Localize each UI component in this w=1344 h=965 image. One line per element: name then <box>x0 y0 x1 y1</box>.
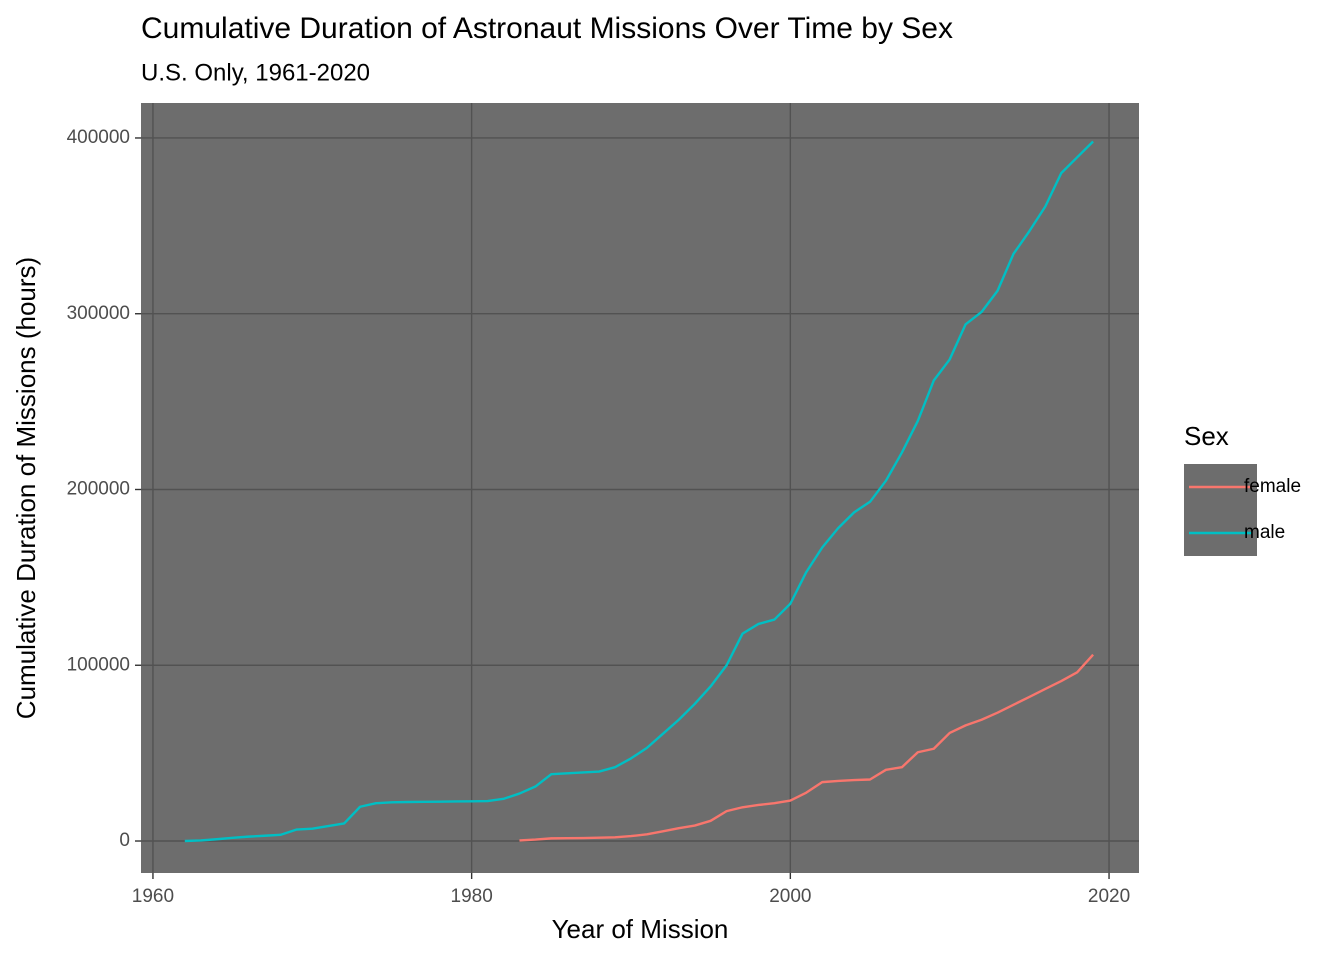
x-tick-label: 1980 <box>451 886 493 907</box>
chart-subtitle: U.S. Only, 1961-2020 <box>141 59 370 86</box>
chart-title: Cumulative Duration of Astronaut Mission… <box>141 12 953 45</box>
y-tick-label: 300000 <box>67 303 130 324</box>
series-line <box>519 653 1094 842</box>
series-line <box>184 140 1094 843</box>
plot-layer: 0 100000 200000 300000 400000 1960 1980 2000 202… <box>67 103 1301 907</box>
y-tick-label: 100000 <box>67 654 130 675</box>
y-tick-label: 200000 <box>67 479 130 500</box>
y-tick-label: 0 <box>119 830 130 851</box>
legend-label: male <box>1244 522 1285 543</box>
x-tick-label: 2000 <box>769 886 811 907</box>
y-tick-label: 400000 <box>67 127 130 148</box>
legend-label: female <box>1244 476 1301 497</box>
legend-title: Sex <box>1184 421 1229 451</box>
x-tick-label: 2020 <box>1088 886 1130 907</box>
y-axis-label: Cumulative Duration of Missions (hours) <box>11 257 41 719</box>
x-axis-label: Year of Mission <box>552 914 729 944</box>
legend-key-area <box>1184 464 1257 556</box>
x-tick-label: 1960 <box>132 886 174 907</box>
plot-panel <box>141 103 1139 873</box>
